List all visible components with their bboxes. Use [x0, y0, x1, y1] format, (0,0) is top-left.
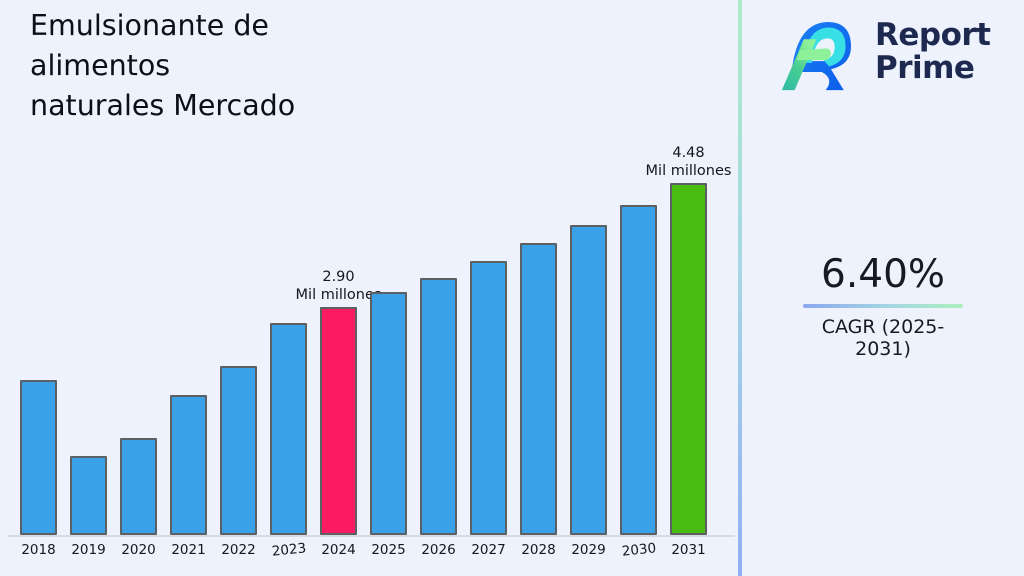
x-axis-label-2019: 2019 — [71, 542, 106, 558]
bar-2030: 2030 — [620, 205, 657, 560]
x-axis-label-2021: 2021 — [171, 542, 206, 558]
bar-2024: 2024 2.90 Mil millones — [296, 269, 382, 558]
x-axis-label-2028: 2028 — [521, 542, 556, 558]
x-axis-label-2022: 2022 — [221, 542, 256, 558]
bar-2031: 2031 4.48 Mil millones — [646, 145, 732, 558]
cagr-label: CAGR (2025-2031) — [821, 316, 945, 360]
brand-name-line1: Report — [875, 17, 991, 54]
report-prime-logo-icon — [781, 22, 851, 91]
x-axis-line — [8, 535, 735, 537]
brand-logo: Report Prime — [780, 12, 991, 92]
bar-2027: 2027 — [470, 261, 507, 558]
bar-2020: 2020 — [120, 438, 157, 558]
bar-value-label-2031: 4.48 Mil millones — [646, 144, 732, 180]
x-axis-label-2031: 2031 — [671, 542, 706, 558]
x-axis-label-2025: 2025 — [371, 542, 406, 558]
vertical-divider — [738, 0, 742, 576]
x-axis-label-2023: 2023 — [270, 540, 307, 560]
bar-2019: 2019 — [70, 456, 107, 558]
bar-chart: 2018 2019 2020 2021 2022 2023 2024 2.90 Mil mill… — [20, 141, 732, 560]
bar-2029: 2029 — [570, 225, 607, 558]
cagr-panel: 6.40% CAGR (2025-2031) — [803, 252, 963, 360]
bar-2028: 2028 — [520, 243, 557, 558]
x-axis-label-2018: 2018 — [21, 542, 56, 558]
x-axis-label-2027: 2027 — [471, 542, 506, 558]
x-axis-label-2020: 2020 — [121, 542, 156, 558]
brand-name-line2: Prime — [875, 50, 975, 86]
x-axis-label-2029: 2029 — [571, 542, 606, 558]
bar-2025: 2025 — [370, 292, 407, 558]
bar-2021: 2021 — [170, 395, 207, 558]
bar-value-unit: Mil millones — [645, 162, 732, 179]
cagr-value: 6.40% — [821, 252, 945, 297]
x-axis-label-2030: 2030 — [620, 540, 657, 560]
bar-2026: 2026 — [420, 278, 457, 558]
page-title: Emulsionante de alimentos naturales Merc… — [30, 9, 296, 122]
bar-2018: 2018 — [20, 380, 57, 558]
bar-value-number: 2.90 — [322, 268, 355, 285]
bar-value-label-2024: 2.90 Mil millones — [296, 268, 382, 304]
cagr-underline — [803, 304, 963, 308]
x-axis-label-2026: 2026 — [421, 542, 456, 558]
bar-2022: 2022 — [220, 366, 257, 558]
bar-2023: 2023 — [270, 323, 307, 560]
bar-value-number: 4.48 — [672, 144, 705, 161]
brand-name: Report Prime — [875, 19, 991, 85]
x-axis-label-2024: 2024 — [321, 542, 356, 558]
bar-value-unit: Mil millones — [295, 286, 382, 303]
